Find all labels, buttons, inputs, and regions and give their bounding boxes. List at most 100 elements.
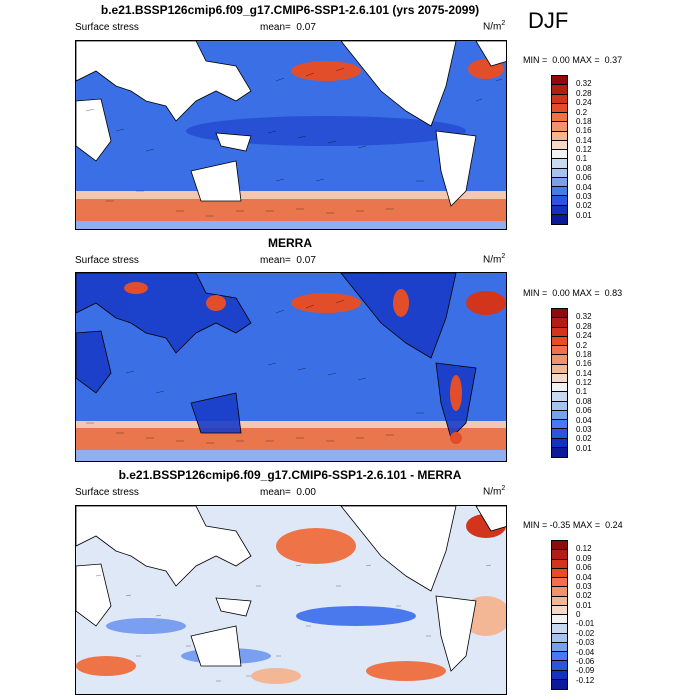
panel-2-max-label: MAX = bbox=[572, 288, 600, 298]
panel-1-mean-value: 0.07 bbox=[296, 22, 316, 33]
season-label: DJF bbox=[528, 8, 569, 33]
panel-1-title: b.e21.BSSP126cmip6.f09_g17.CMIP6-SSP1-2.… bbox=[100, 3, 480, 17]
colorbar-swatch bbox=[552, 568, 567, 578]
panel-1-map-svg bbox=[76, 41, 506, 229]
panel-3-mean: mean= 0.00 bbox=[260, 487, 316, 498]
colorbar-swatch bbox=[552, 550, 567, 560]
colorbar-swatch bbox=[552, 187, 567, 197]
panel-2-title: MERRA bbox=[268, 236, 312, 250]
colorbar-tick-label: 0.12 bbox=[576, 378, 592, 387]
colorbar-tick-label: 0.01 bbox=[576, 443, 592, 453]
panel-2-min-label: MIN = bbox=[523, 288, 548, 298]
panel-3-anom-pos-4 bbox=[251, 668, 301, 684]
colorbar-swatch bbox=[552, 113, 567, 123]
panel-2-wind-vectors bbox=[86, 299, 424, 444]
panel-1-map bbox=[75, 40, 507, 230]
colorbar-swatch bbox=[552, 661, 567, 671]
colorbar-swatch bbox=[552, 420, 567, 430]
colorbar-tick-label: 0.09 bbox=[576, 553, 592, 563]
panel-1-variable: Surface stress bbox=[75, 22, 139, 33]
panel-1-tropical-band bbox=[186, 116, 466, 146]
colorbar-swatch bbox=[552, 364, 567, 374]
panel-3-units: N/m2 bbox=[483, 485, 505, 497]
colorbar-tick-label: 0.06 bbox=[576, 563, 592, 573]
colorbar-swatch bbox=[552, 85, 567, 95]
panel-2-min-value: 0.00 bbox=[552, 288, 570, 298]
colorbar-tick-label: 0.06 bbox=[576, 406, 592, 416]
panel-2-topography-max bbox=[124, 282, 462, 444]
colorbar-swatch bbox=[552, 318, 567, 328]
colorbar-tick-label: -0.09 bbox=[576, 666, 595, 676]
colorbar-tick-label: -0.03 bbox=[576, 638, 595, 648]
colorbar-swatch bbox=[552, 642, 567, 652]
colorbar-swatch bbox=[552, 392, 567, 402]
panel-2-mean: mean= 0.07 bbox=[260, 255, 316, 266]
colorbar-swatch bbox=[552, 633, 567, 643]
colorbar-swatch bbox=[552, 410, 567, 420]
panel-2-band-edge bbox=[76, 421, 506, 428]
colorbar-swatch bbox=[552, 401, 567, 411]
panel-3-mean-value: 0.00 bbox=[296, 487, 316, 498]
colorbar-tick-label: 0.1 bbox=[576, 154, 588, 164]
panel-3-units-text: N/m bbox=[483, 486, 502, 498]
panel-2-north-pacific-max bbox=[291, 293, 361, 313]
panel-2-map-svg bbox=[76, 273, 506, 461]
panel-3-anom-pos-3 bbox=[366, 661, 446, 681]
colorbar-tick-label: 0 bbox=[576, 610, 581, 619]
colorbar-swatch bbox=[552, 168, 567, 178]
colorbar-tick-label: 0.16 bbox=[576, 359, 592, 369]
panel-2-mean-value: 0.07 bbox=[296, 255, 316, 266]
panel-1-wind-vectors bbox=[85, 67, 503, 217]
colorbar-swatch bbox=[552, 541, 567, 551]
panel-1-max-value: 0.37 bbox=[604, 55, 623, 65]
panel-3-max-label: MAX = bbox=[572, 520, 601, 530]
colorbar-tick-label: 0.28 bbox=[576, 88, 592, 98]
panel-3-units-sup: 2 bbox=[501, 485, 506, 492]
panel-2-coastlines bbox=[76, 273, 477, 439]
colorbar-swatch bbox=[552, 596, 567, 606]
colorbar-swatch bbox=[552, 103, 567, 113]
panel-2-map bbox=[75, 272, 507, 462]
colorbar-tick-label: -0.01 bbox=[576, 619, 595, 629]
colorbar-swatch bbox=[552, 355, 567, 365]
panel-3-min-label: MIN = bbox=[523, 520, 548, 530]
colorbar-swatch bbox=[552, 679, 567, 689]
colorbar-tick-label: 0.06 bbox=[576, 173, 592, 183]
colorbar-tick-label: 0.2 bbox=[576, 107, 588, 117]
colorbar-tick-label: 0.18 bbox=[576, 349, 592, 359]
panel-3-land bbox=[76, 506, 506, 672]
panel-3-mean-label: mean= bbox=[260, 487, 291, 498]
panel-1-mean: mean= 0.07 bbox=[260, 22, 316, 33]
panel-2-variable: Surface stress bbox=[75, 255, 139, 266]
panel-1-min-label: MIN = bbox=[523, 55, 548, 65]
colorbar-tick-label: 0.14 bbox=[576, 368, 592, 378]
colorbar-swatch bbox=[552, 587, 567, 597]
panel-2-mean-label: mean= bbox=[260, 255, 291, 266]
colorbar-tick-label: 0.16 bbox=[576, 126, 592, 136]
colorbar-swatch bbox=[552, 615, 567, 625]
colorbar-tick-label: 0.32 bbox=[576, 79, 592, 89]
panel-3-map-svg bbox=[76, 506, 506, 694]
colorbar-swatch bbox=[552, 670, 567, 680]
panel-1-min-value: 0.00 bbox=[552, 55, 570, 65]
colorbar-tick-label: 0.04 bbox=[576, 572, 592, 582]
colorbar-swatch bbox=[552, 140, 567, 150]
panel-3-min-value: -0.35 bbox=[549, 520, 571, 530]
colorbar-swatch bbox=[552, 159, 567, 169]
colorbar-swatch bbox=[552, 177, 567, 187]
colorbar-tick-label: 0.24 bbox=[576, 98, 592, 108]
panel-3-colorbar bbox=[551, 540, 568, 690]
panel-1-north-pacific-max bbox=[291, 61, 361, 81]
panel-2-units: N/m2 bbox=[483, 253, 505, 265]
panel-3-anom-neg-3 bbox=[106, 618, 186, 634]
panel-1-max-label: MAX = bbox=[572, 55, 600, 65]
panel-2-units-sup: 2 bbox=[501, 253, 506, 260]
panel-3-anom-pos-2 bbox=[76, 656, 136, 676]
colorbar-swatch bbox=[552, 578, 567, 588]
colorbar-tick-label: 0.12 bbox=[576, 145, 592, 154]
panel-1-units: N/m2 bbox=[483, 20, 505, 32]
colorbar-swatch bbox=[552, 205, 567, 215]
panel-2-max-value: 0.83 bbox=[604, 288, 623, 298]
colorbar-swatch bbox=[552, 447, 567, 457]
panel-3-max-value: 0.24 bbox=[605, 520, 623, 530]
